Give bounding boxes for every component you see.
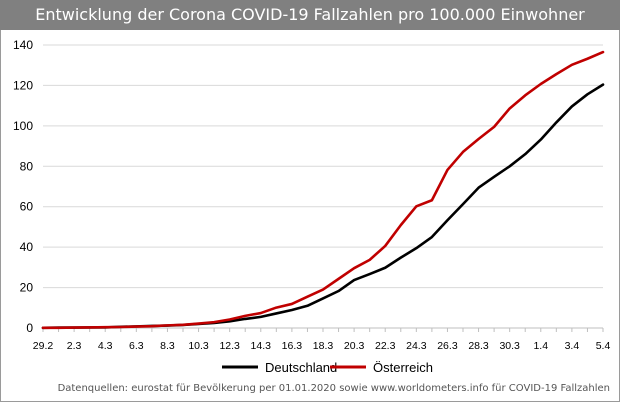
- legend-label-oesterreich: Österreich: [373, 360, 433, 375]
- x-tick-label: 30.3: [499, 340, 520, 352]
- series-lines: [41, 50, 605, 330]
- y-tick-label: 140: [13, 38, 33, 52]
- x-tick-label: 4.3: [98, 340, 113, 352]
- x-tick-label: 24.3: [406, 340, 427, 352]
- source-note: Datenquellen: eurostat für Bevölkerung p…: [57, 383, 610, 394]
- y-tick-label: 120: [13, 78, 33, 92]
- x-tick-label: 14.3: [251, 340, 272, 352]
- x-axis: 29.2 2.3 4.3 6.3 8.3 10.3 12.3 14.3 16.3 18.3 20.3…: [33, 327, 611, 352]
- x-tick-label: 3.4: [565, 340, 580, 352]
- y-tick-label: 60: [20, 200, 34, 214]
- x-tick-label: 8.3: [160, 340, 175, 352]
- y-tick-label: 40: [20, 240, 34, 254]
- x-tick-label: 29.2: [33, 340, 54, 352]
- x-tick-label: 6.3: [129, 340, 144, 352]
- x-tick-label: 12.3: [219, 340, 240, 352]
- y-tick-label: 100: [13, 119, 33, 133]
- y-tick-label: 0: [26, 321, 33, 335]
- x-tick-label: 10.3: [188, 340, 209, 352]
- y-axis-ticks: 0 20 40 60 80 100 120 140: [13, 38, 33, 335]
- y-tick-label: 80: [20, 159, 34, 173]
- chart-title: Entwicklung der Corona COVID-19 Fallzahl…: [0, 0, 620, 30]
- legend-label-deutschland: Deutschland: [265, 360, 337, 375]
- x-tick-label: 20.3: [344, 340, 365, 352]
- x-tick-label: 2.3: [67, 340, 82, 352]
- x-tick-label: 5.4: [596, 340, 611, 352]
- x-tick-label: 28.3: [468, 340, 489, 352]
- legend: Deutschland Österreich: [222, 360, 433, 375]
- x-tick-label: 22.3: [375, 340, 396, 352]
- x-tick-label: 16.3: [282, 340, 303, 352]
- series-line-deutschland: [41, 83, 605, 330]
- x-tick-label: 26.3: [437, 340, 458, 352]
- x-tick-label: 18.3: [313, 340, 334, 352]
- y-tick-label: 20: [20, 281, 34, 295]
- series-line-oesterreich: [41, 50, 605, 330]
- gridlines: [43, 44, 603, 289]
- x-tick-label: 1.4: [533, 340, 548, 352]
